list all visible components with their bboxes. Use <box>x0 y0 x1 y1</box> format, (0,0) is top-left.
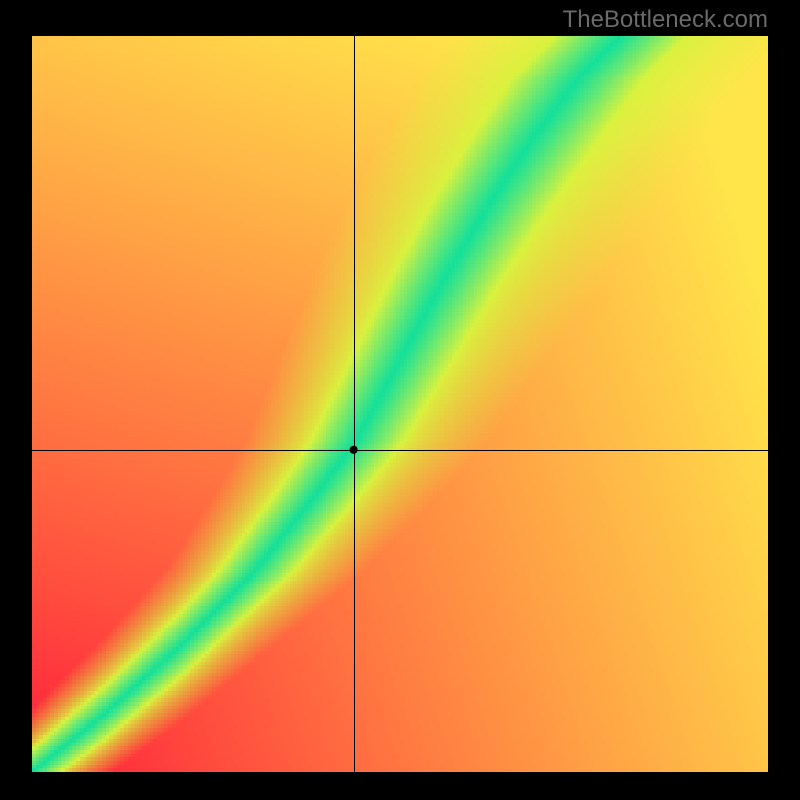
bottleneck-heatmap <box>32 36 768 772</box>
watermark-text: TheBottleneck.com <box>563 6 768 34</box>
chart-container: TheBottleneck.com <box>0 0 800 800</box>
